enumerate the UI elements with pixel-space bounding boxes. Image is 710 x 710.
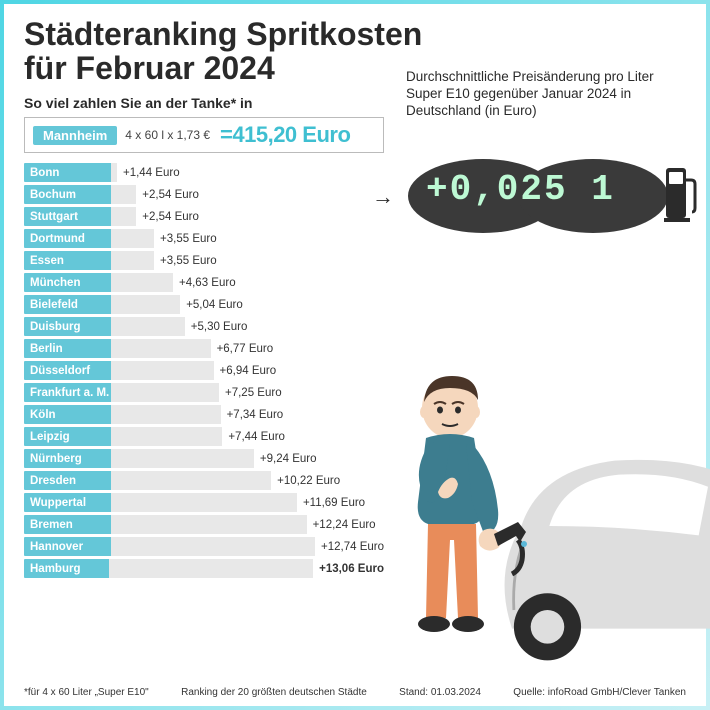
city-label: Stuttgart — [24, 207, 112, 226]
city-label: Düsseldorf — [24, 361, 112, 380]
bar-value: +2,54 Euro — [142, 189, 199, 201]
city-label: Bielefeld — [24, 295, 112, 314]
bar — [111, 493, 297, 512]
footer: *für 4 x 60 Liter „Super E10" Ranking de… — [24, 687, 686, 698]
bar-value: +12,74 Euro — [321, 541, 384, 553]
chart-row: Nürnberg +9,24 Euro — [24, 449, 384, 468]
bar-value: +2,54 Euro — [142, 211, 199, 223]
chart-row: Bochum +2,54 Euro — [24, 185, 384, 204]
city-label: Bremen — [24, 515, 112, 534]
bar — [111, 383, 219, 402]
chart-row: Dresden +10,22 Euro — [24, 471, 384, 490]
chart-row: Dortmund +3,55 Euro — [24, 229, 384, 248]
city-label: Duisburg — [24, 317, 112, 336]
city-label: Frankfurt a. M. — [24, 383, 112, 402]
top-result: =415,20 Euro — [220, 122, 350, 148]
city-bar-chart: Bonn +1,44 Euro Bochum +2,54 Euro Stuttgart +… — [24, 163, 384, 578]
city-label: Wuppertal — [24, 493, 112, 512]
bar — [111, 185, 136, 204]
price-display: +0,025 1 — [408, 159, 668, 233]
bar — [111, 273, 173, 292]
bar — [111, 361, 214, 380]
chart-row: Bielefeld +5,04 Euro — [24, 295, 384, 314]
city-label: Dresden — [24, 471, 112, 490]
footnote-2: Ranking der 20 größten deutschen Städte — [181, 687, 367, 698]
bar — [111, 405, 221, 424]
footnote-1: *für 4 x 60 Liter „Super E10" — [24, 687, 149, 698]
chart-row: Hannover +12,74 Euro — [24, 537, 384, 556]
city-label: Essen — [24, 251, 112, 270]
chart-row: Bremen +12,24 Euro — [24, 515, 384, 534]
chart-row: Hamburg +13,06 Euro — [24, 559, 384, 578]
bar — [111, 163, 117, 182]
bar — [111, 515, 307, 534]
bar-value: +3,55 Euro — [160, 233, 217, 245]
avg-note: Durchschnittliche Preisänderung pro Lite… — [406, 69, 676, 120]
bar-value: +5,04 Euro — [186, 299, 243, 311]
title-line2: für Februar 2024 — [24, 50, 275, 86]
city-label: Berlin — [24, 339, 112, 358]
city-label: München — [24, 273, 112, 292]
bar-value: +4,63 Euro — [179, 277, 236, 289]
bar — [111, 229, 154, 248]
title-line1: Städteranking Spritkosten — [24, 16, 422, 52]
city-label: Hamburg — [24, 559, 110, 578]
bar-value: +13,06 Euro — [319, 563, 384, 575]
fuel-pump-icon — [664, 162, 698, 224]
top-city-box: Mannheim 4 x 60 l x 1,73 € =415,20 Euro — [24, 117, 384, 153]
bar — [111, 317, 185, 336]
chart-row: Duisburg +5,30 Euro — [24, 317, 384, 336]
bar — [111, 251, 154, 270]
bar-value: +9,24 Euro — [260, 453, 317, 465]
city-label: Bonn — [24, 163, 112, 182]
man-illustration — [376, 362, 536, 662]
chart-row: Wuppertal +11,69 Euro — [24, 493, 384, 512]
chart-row: Düsseldorf +6,94 Euro — [24, 361, 384, 380]
chart-row: München +4,63 Euro — [24, 273, 384, 292]
bar-value: +10,22 Euro — [277, 475, 340, 487]
city-label: Bochum — [24, 185, 112, 204]
bar-value: +5,30 Euro — [191, 321, 248, 333]
bar-value: +1,44 Euro — [123, 167, 180, 179]
bar-value: +12,24 Euro — [313, 519, 376, 531]
bar-value: +7,34 Euro — [227, 409, 284, 421]
bar — [111, 207, 136, 226]
bar — [111, 449, 254, 468]
top-calc: 4 x 60 l x 1,73 € — [125, 128, 210, 142]
bar-value: +3,55 Euro — [160, 255, 217, 267]
bar-value: +7,44 Euro — [228, 431, 285, 443]
chart-row: Essen +3,55 Euro — [24, 251, 384, 270]
chart-row: Bonn +1,44 Euro — [24, 163, 384, 182]
city-label: Dortmund — [24, 229, 112, 248]
top-city: Mannheim — [33, 126, 117, 145]
bar — [111, 339, 211, 358]
bar — [111, 295, 180, 314]
footnote-3: Stand: 01.03.2024 — [399, 687, 481, 698]
bar — [111, 471, 271, 490]
bar — [111, 537, 315, 556]
chart-row: Leipzig +7,44 Euro — [24, 427, 384, 446]
chart-row: Köln +7,34 Euro — [24, 405, 384, 424]
chart-row: Stuttgart +2,54 Euro — [24, 207, 384, 226]
chart-row: Frankfurt a. M. +7,25 Euro — [24, 383, 384, 402]
city-label: Hannover — [24, 537, 112, 556]
bar-value: +6,94 Euro — [220, 365, 277, 377]
city-label: Köln — [24, 405, 112, 424]
arrow-icon: → — [372, 184, 394, 210]
bar-value: +11,69 Euro — [303, 497, 365, 509]
display-value: +0,025 1 — [426, 169, 615, 210]
footnote-source: Quelle: infoRoad GmbH/Clever Tanken — [513, 687, 686, 698]
bar — [111, 427, 222, 446]
city-label: Nürnberg — [24, 449, 112, 468]
bar-value: +6,77 Euro — [217, 343, 274, 355]
bar — [109, 559, 313, 578]
city-label: Leipzig — [24, 427, 112, 446]
chart-row: Berlin +6,77 Euro — [24, 339, 384, 358]
bar-value: +7,25 Euro — [225, 387, 282, 399]
